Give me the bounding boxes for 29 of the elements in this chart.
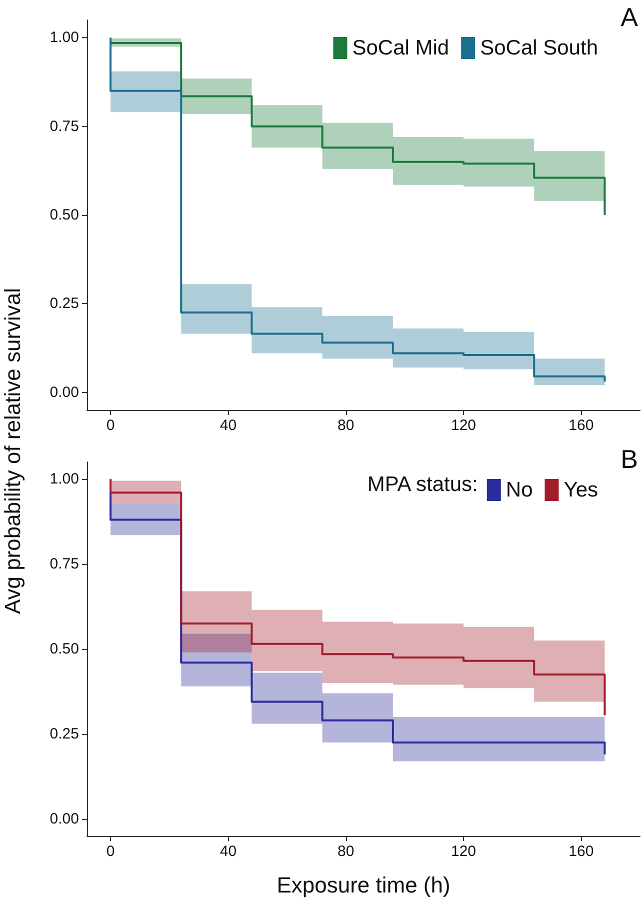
legend-label: No [506,478,533,502]
x-tick-label: 120 [450,417,476,434]
y-tick-label: 0.50 [50,206,79,224]
x-tick-label: 0 [106,417,115,434]
y-tick-label: 0.50 [50,640,79,658]
x-tick-label: 40 [220,843,237,860]
x-tick-label: 80 [338,843,354,860]
y-axis-title: Avg probability of relative survival [0,287,26,614]
y-tick-label: 0.00 [50,384,79,401]
x-tick-label: 80 [338,417,354,434]
legend-label: SoCal Mid [352,36,450,60]
legend-label: Yes [564,478,598,502]
x-tick-label: 160 [568,843,594,860]
y-tick-label: 0.75 [50,118,79,135]
y-tick-label: 1.00 [50,29,79,46]
x-tick-label: 0 [106,843,115,860]
y-tick-label: 1.00 [50,470,79,488]
x-tick-label: 120 [450,843,476,860]
legend-label: SoCal South [480,36,598,60]
x-axis-title: Exposure time (h) [276,872,450,898]
annotation: A [620,2,639,32]
legend-title: MPA status: [367,473,478,496]
x-tick-label: 40 [220,417,237,434]
y-tick-label: 0.00 [50,810,79,828]
y-tick-label: 0.25 [50,295,79,312]
x-tick-label: 160 [568,417,594,434]
y-tick-label: 0.25 [50,726,79,742]
annotation: B [620,444,638,474]
y-tick-label: 0.75 [50,556,79,572]
